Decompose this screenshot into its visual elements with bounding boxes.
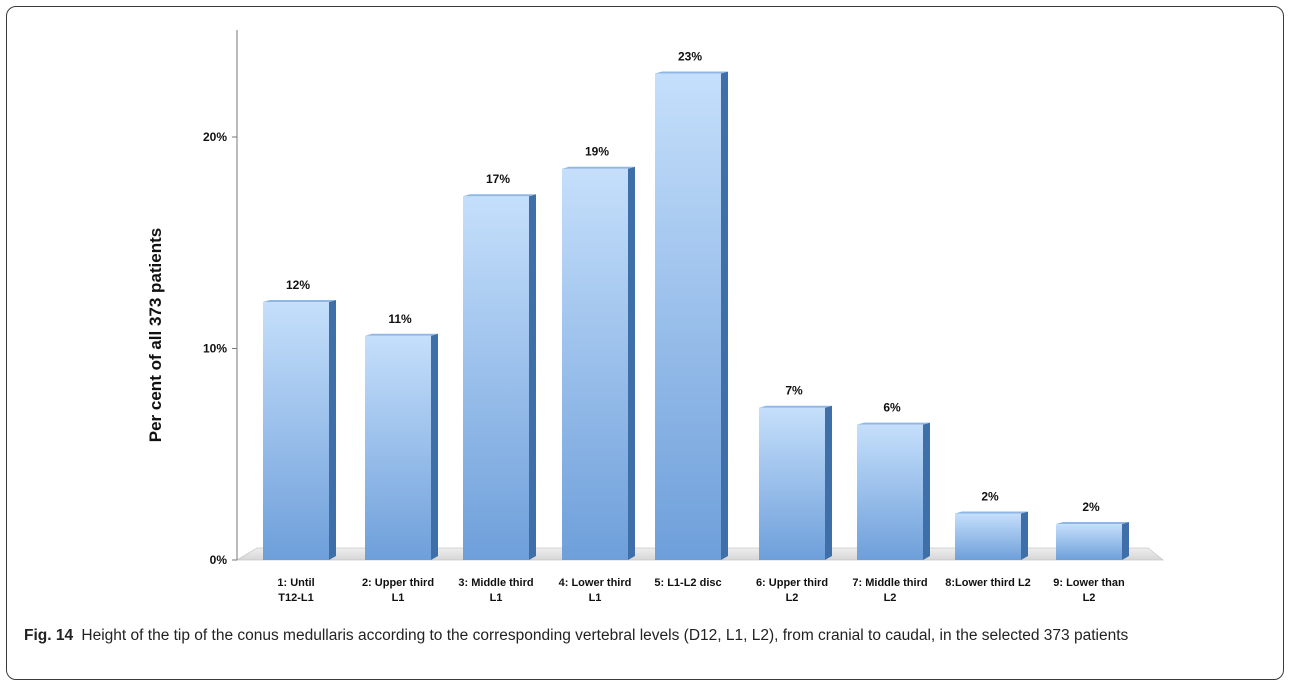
bar-cap: [562, 166, 635, 169]
x-tick-label: 4: Lower third L1: [559, 577, 632, 604]
bar-group: [463, 194, 536, 560]
bar-group: [955, 511, 1028, 560]
chart-labels: 12% 1: Until T12-L1 11% 2: Upper third L1 17% 3…: [277, 50, 1125, 604]
bar: [955, 513, 1021, 560]
y-axis-label: Per cent of all 373 patients: [146, 228, 165, 442]
x-tick-label: 5: L1-L2 disc: [654, 577, 721, 589]
chart-bars: [263, 71, 1129, 561]
bar-cap: [857, 422, 930, 425]
data-label: 23%: [678, 50, 702, 64]
x-tick-label: 1: Until T12-L1: [277, 577, 314, 604]
bar: [857, 424, 923, 560]
bar-cap: [463, 194, 536, 197]
bar-group: [562, 166, 635, 560]
bar-group: [365, 333, 438, 560]
bar-cap: [1056, 522, 1129, 525]
bar: [365, 335, 431, 560]
data-label: 6%: [883, 401, 901, 415]
data-label: 11%: [388, 312, 412, 326]
bar: [463, 196, 529, 560]
x-tick-label: 6: Upper third L2: [756, 577, 828, 604]
bar-group: [1056, 522, 1129, 560]
bar-cap: [759, 405, 832, 408]
bar: [655, 73, 721, 561]
data-label: 12%: [286, 278, 310, 292]
figure-label: Fig. 14: [24, 627, 74, 644]
y-tick-label: 10%: [203, 342, 227, 356]
bar-group: [655, 71, 728, 561]
x-tick-label: 9: Lower than L2: [1053, 577, 1125, 604]
y-tick-label: 20%: [203, 130, 227, 144]
y-tick-label: 0%: [210, 553, 228, 567]
data-label: 2%: [981, 489, 999, 503]
data-label: 2%: [1082, 500, 1100, 514]
bar: [1056, 524, 1122, 560]
bar-cap: [263, 299, 336, 302]
bar-side: [628, 166, 635, 560]
bar-chart: 0% 10% 20% 12% 1: Until T12-L1 11% 2: Upper th…: [146, 30, 1165, 604]
bar-cap: [655, 71, 728, 74]
bar-side: [1021, 511, 1028, 560]
bar-cap: [365, 333, 438, 336]
data-label: 7%: [785, 384, 803, 398]
bar-cap: [955, 511, 1028, 514]
x-tick-label: 3: Middle third L1: [458, 577, 533, 604]
bar-group: [263, 299, 336, 560]
bar-side: [329, 299, 336, 560]
bar: [759, 407, 825, 560]
bar-side: [923, 422, 930, 560]
bar-side: [825, 405, 832, 560]
data-label: 19%: [585, 145, 609, 159]
x-tick-label: 2: Upper third L1: [362, 577, 434, 604]
bar-side: [1122, 522, 1129, 560]
bar-side: [721, 71, 728, 561]
bar-side: [529, 194, 536, 560]
x-tick-label: 7: Middle third L2: [852, 577, 927, 604]
bar-group: [857, 422, 930, 560]
figure-frame: [6, 6, 1284, 680]
x-tick-label: 8:Lower third L2: [945, 577, 1031, 589]
figure-caption-text: Height of the tip of the conus medullari…: [81, 627, 1129, 644]
bar-side: [431, 333, 438, 560]
bar: [263, 301, 329, 560]
figure-caption: Fig. 14 Height of the tip of the conus m…: [24, 625, 1264, 646]
bar: [562, 168, 628, 560]
data-label: 17%: [486, 172, 510, 186]
bar-group: [759, 405, 832, 560]
